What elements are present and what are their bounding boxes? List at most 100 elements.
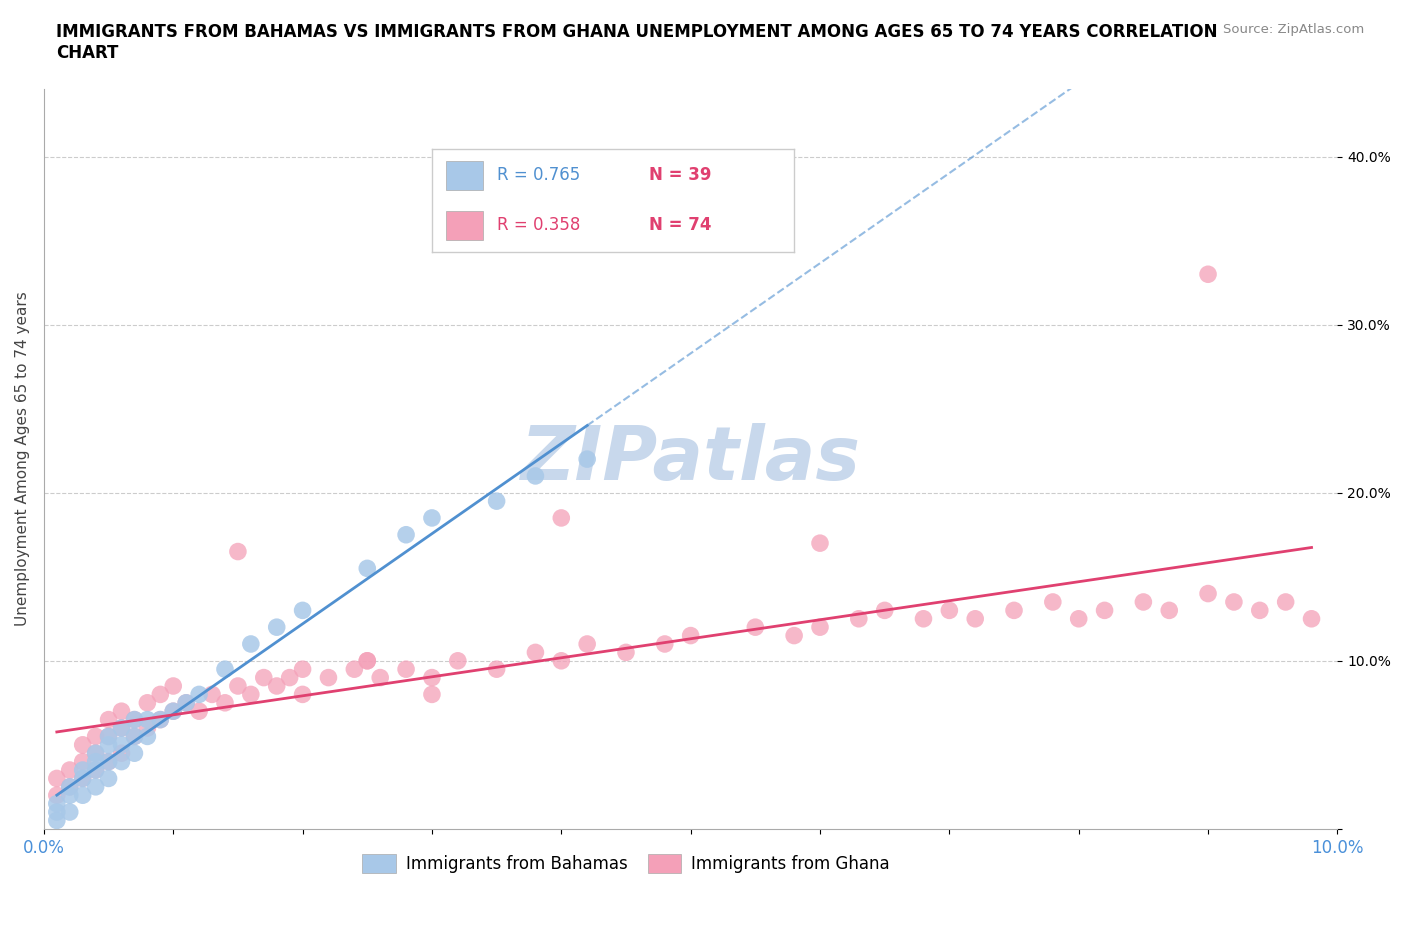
Point: [84, 754, 107, 769]
Point: [1197, 267, 1219, 282]
Point: [59, 804, 82, 819]
Point: [318, 671, 340, 685]
Point: [162, 704, 184, 719]
Point: [97, 754, 120, 769]
Point: [1301, 611, 1323, 626]
Point: [124, 729, 146, 744]
Y-axis label: Unemployment Among Ages 65 to 74 years: Unemployment Among Ages 65 to 74 years: [15, 292, 30, 627]
Point: [965, 611, 987, 626]
Point: [136, 721, 159, 736]
Point: [72, 771, 94, 786]
Point: [291, 687, 314, 702]
Point: [97, 712, 120, 727]
Point: [1159, 603, 1181, 618]
Point: [84, 729, 107, 744]
Point: [149, 712, 172, 727]
Point: [72, 788, 94, 803]
Point: [368, 671, 391, 685]
Text: N = 74: N = 74: [650, 216, 711, 233]
Point: [239, 636, 262, 651]
Point: [72, 763, 94, 777]
Point: [136, 696, 159, 711]
Point: [420, 671, 443, 685]
Point: [84, 779, 107, 794]
Point: [84, 746, 107, 761]
Point: [110, 737, 132, 752]
Point: [124, 729, 146, 744]
Point: [45, 796, 67, 811]
Point: [576, 636, 599, 651]
Text: IMMIGRANTS FROM BAHAMAS VS IMMIGRANTS FROM GHANA UNEMPLOYMENT AMONG AGES 65 TO 7: IMMIGRANTS FROM BAHAMAS VS IMMIGRANTS FR…: [56, 23, 1218, 62]
Point: [1067, 611, 1090, 626]
Point: [356, 654, 378, 669]
Point: [97, 737, 120, 752]
Point: [45, 804, 67, 819]
Point: [395, 527, 418, 542]
Point: [201, 687, 224, 702]
Point: [1223, 594, 1246, 609]
Point: [278, 671, 301, 685]
Point: [679, 628, 702, 643]
Point: [84, 746, 107, 761]
Point: [848, 611, 870, 626]
Point: [291, 603, 314, 618]
Point: [110, 721, 132, 736]
Point: [97, 754, 120, 769]
Point: [291, 662, 314, 677]
Point: [110, 754, 132, 769]
Point: [59, 779, 82, 794]
Point: [614, 644, 637, 659]
Point: [744, 619, 766, 634]
Legend: Immigrants from Bahamas, Immigrants from Ghana: Immigrants from Bahamas, Immigrants from…: [356, 847, 896, 880]
Point: [226, 544, 249, 559]
Point: [576, 452, 599, 467]
Point: [72, 771, 94, 786]
Text: ZIPatlas: ZIPatlas: [520, 422, 860, 496]
Point: [124, 746, 146, 761]
Point: [84, 763, 107, 777]
Point: [873, 603, 896, 618]
Point: [110, 704, 132, 719]
Bar: [447, 161, 482, 190]
Point: [1197, 586, 1219, 601]
Point: [356, 654, 378, 669]
Point: [654, 636, 676, 651]
Point: [938, 603, 960, 618]
Point: [97, 771, 120, 786]
Point: [226, 679, 249, 694]
Point: [783, 628, 806, 643]
Point: [149, 687, 172, 702]
Point: [253, 671, 276, 685]
Point: [447, 654, 470, 669]
Point: [45, 813, 67, 828]
Point: [343, 662, 366, 677]
Text: Source: ZipAtlas.com: Source: ZipAtlas.com: [1223, 23, 1364, 36]
Point: [912, 611, 935, 626]
Point: [188, 687, 211, 702]
Point: [524, 644, 547, 659]
Point: [356, 561, 378, 576]
Point: [808, 619, 831, 634]
Text: N = 39: N = 39: [650, 166, 711, 184]
Point: [239, 687, 262, 702]
Point: [72, 737, 94, 752]
Point: [420, 511, 443, 525]
Point: [136, 712, 159, 727]
Point: [59, 779, 82, 794]
Point: [550, 511, 572, 525]
Point: [45, 771, 67, 786]
Point: [110, 746, 132, 761]
Text: R = 0.358: R = 0.358: [498, 216, 581, 233]
Text: R = 0.765: R = 0.765: [498, 166, 581, 184]
Point: [97, 729, 120, 744]
Point: [124, 712, 146, 727]
Point: [97, 729, 120, 744]
Point: [149, 712, 172, 727]
Point: [395, 662, 418, 677]
Point: [485, 662, 508, 677]
Point: [162, 679, 184, 694]
Point: [1249, 603, 1271, 618]
Point: [188, 704, 211, 719]
Point: [1002, 603, 1025, 618]
Point: [136, 729, 159, 744]
